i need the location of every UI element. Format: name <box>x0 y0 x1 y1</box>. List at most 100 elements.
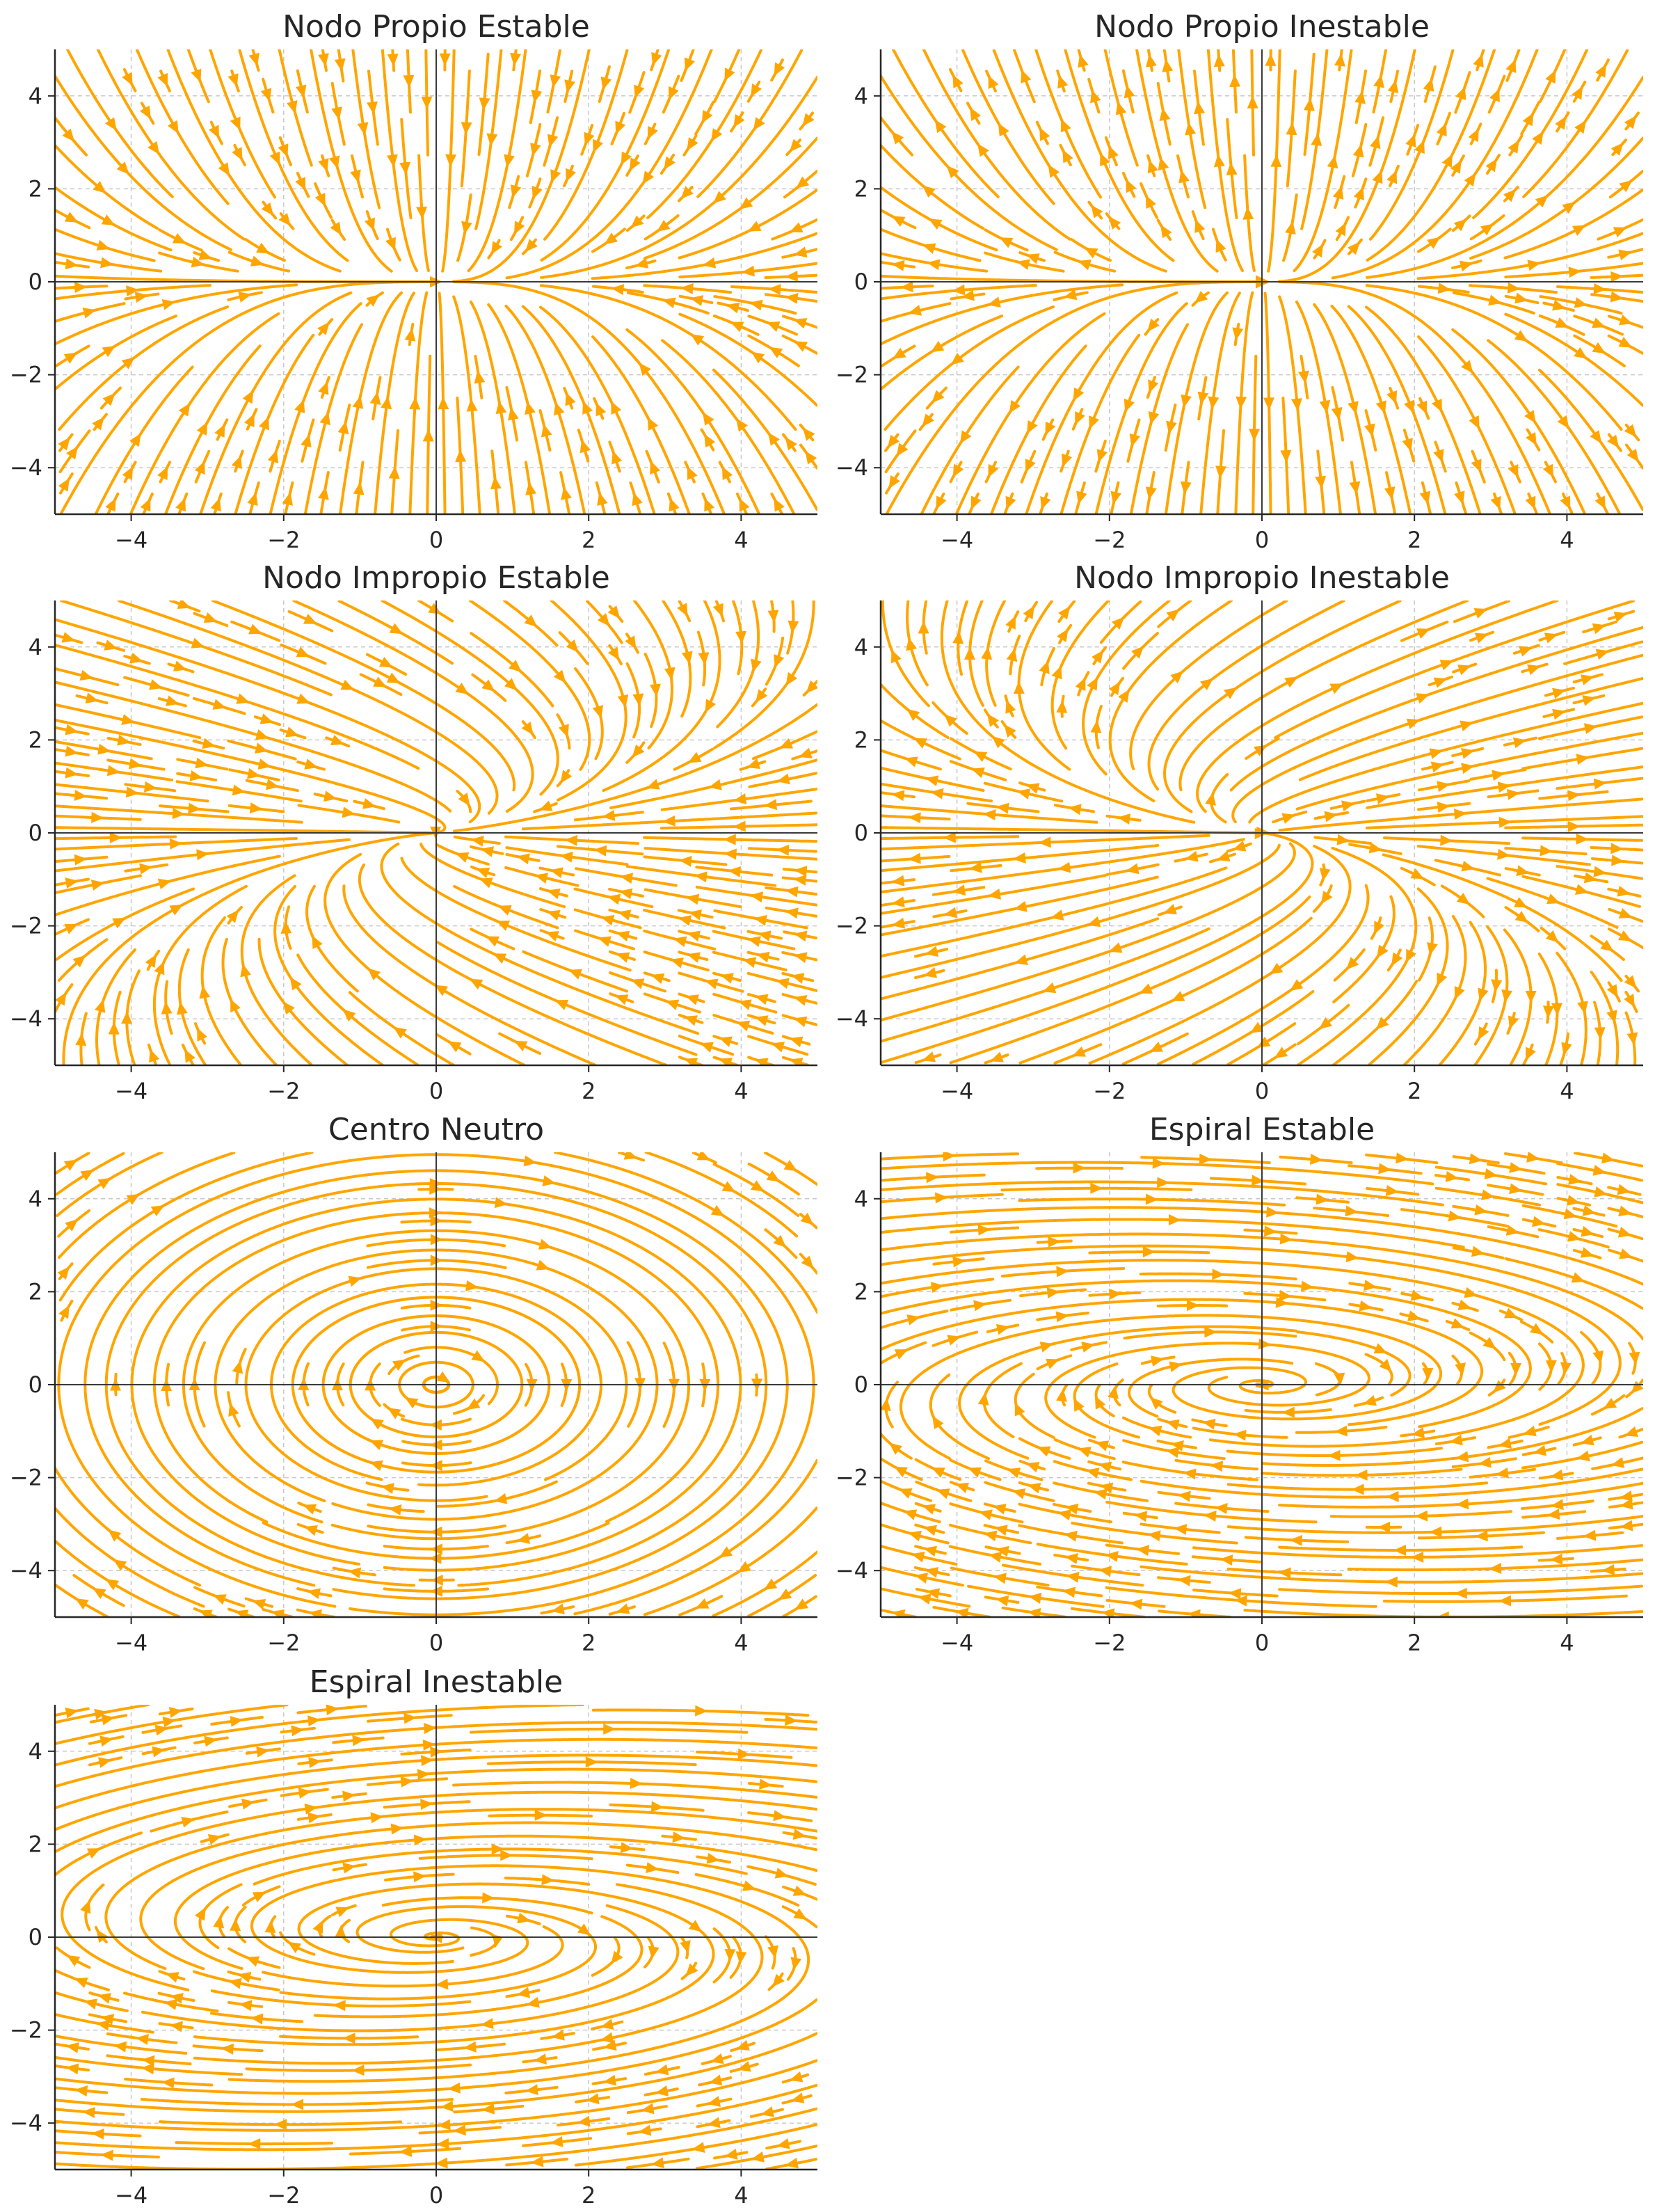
streamline-arrow <box>691 2142 705 2154</box>
panel-title: Nodo Propio Inestable <box>1094 9 1430 45</box>
streamline-arrow <box>140 498 151 512</box>
streamline-arrow <box>952 884 966 896</box>
streamline-arrow <box>1105 1550 1119 1562</box>
streamline-arrow <box>353 482 365 495</box>
streamline-arrow <box>737 2061 751 2072</box>
streamline-arrow <box>188 802 201 814</box>
streamline-arrow <box>598 936 611 947</box>
streamline-arrow <box>705 978 719 989</box>
streamline-arrow <box>97 1993 112 2004</box>
streamline-arrow <box>493 953 507 964</box>
streamline-arrow <box>665 999 680 1010</box>
streamline-arrow <box>1375 400 1386 414</box>
streamline-arrow <box>1568 266 1582 278</box>
streamline-arrow <box>373 676 387 687</box>
streamline-arrow <box>1014 1402 1025 1417</box>
streamline-arrow <box>790 1957 802 1971</box>
streamline-arrow <box>1384 486 1396 500</box>
streamline-arrow <box>1563 1208 1577 1220</box>
streamline-arrow <box>751 83 762 97</box>
streamline-arrow <box>936 495 947 510</box>
streamline-arrow <box>1051 665 1062 680</box>
streamline-arrow <box>1170 671 1184 684</box>
streamline-arrow <box>514 221 525 235</box>
streamline-arrow <box>1482 1337 1496 1349</box>
streamline-arrow <box>497 905 512 916</box>
streamline-arrow <box>550 867 563 879</box>
streamline-arrow <box>1111 616 1125 630</box>
streamline-arrow <box>670 957 684 969</box>
streamline-arrow <box>1062 149 1073 164</box>
streamline-arrow <box>999 237 1014 248</box>
streamline-arrow <box>1501 989 1513 1003</box>
x-tick-label: −2 <box>267 527 300 553</box>
streamline-arrow <box>369 391 381 405</box>
streamline-arrow <box>517 1912 531 1924</box>
streamline-arrow <box>1202 1418 1216 1430</box>
y-tick-label: 0 <box>854 269 868 295</box>
streamline-arrow <box>264 1920 276 1933</box>
streamline-arrow <box>387 154 398 168</box>
streamline-arrow <box>1204 1326 1217 1338</box>
streamline-arrow <box>121 714 135 725</box>
streamline-arrow <box>1473 54 1484 67</box>
streamline-arrow <box>1064 1530 1078 1542</box>
streamline-arrow <box>926 1588 941 1600</box>
streamline-arrow <box>1197 391 1209 405</box>
streamline-arrow <box>793 318 808 329</box>
streamline-arrow <box>1453 809 1467 820</box>
streamline-arrow <box>1016 788 1031 799</box>
streamline-arrow <box>630 1777 643 1789</box>
streamline-arrow <box>1055 1311 1069 1323</box>
streamline-arrow <box>1430 761 1445 773</box>
y-tick-label: 0 <box>29 269 42 295</box>
streamline-arrow <box>470 836 484 847</box>
streamline-arrow <box>422 429 434 442</box>
streamline-arrow <box>1076 491 1087 504</box>
streamline-arrow <box>91 2128 104 2140</box>
streamline-arrow <box>611 450 623 465</box>
streamline-arrow <box>1546 893 1560 905</box>
streamline-arrow <box>129 758 143 770</box>
streamline-arrow <box>620 1842 634 1854</box>
streamline-arrow <box>113 1559 127 1571</box>
streamline <box>881 1259 1585 1448</box>
streamline-arrow <box>793 1908 807 1920</box>
streamline-arrow <box>334 58 346 72</box>
streamline-arrow <box>248 52 259 67</box>
streamline-arrow <box>106 765 120 777</box>
streamline-arrow <box>1332 186 1344 200</box>
streamline-arrow <box>342 2032 355 2044</box>
streamline-arrow <box>908 852 921 864</box>
streamline-arrow <box>604 232 618 245</box>
streamline-arrow <box>646 1862 659 1873</box>
streamline-arrow <box>749 299 763 311</box>
streamline-arrow <box>494 1197 508 1209</box>
streamline-arrow <box>1025 459 1036 472</box>
streamline-arrow <box>908 305 922 316</box>
streamline-arrow <box>772 1973 785 1987</box>
streamline-arrow <box>149 1049 160 1063</box>
streamline-arrow <box>1158 157 1169 171</box>
streamline-arrow <box>1429 748 1443 759</box>
streamline-arrow <box>759 1779 772 1790</box>
streamline-arrow <box>914 1573 929 1584</box>
streamline-arrow <box>1232 841 1247 852</box>
streamline-arrow <box>455 449 467 463</box>
streamline-arrow <box>1057 628 1069 643</box>
streamline-arrow <box>1188 1609 1201 1617</box>
streamline-arrow <box>166 695 179 706</box>
streamline-arrow <box>80 1900 91 1914</box>
streamline-arrow <box>1346 957 1359 970</box>
streamline-arrow <box>104 117 117 131</box>
streamline-arrow <box>75 1033 87 1047</box>
streamline-arrow <box>1252 1175 1265 1186</box>
streamline-arrow <box>1619 315 1633 326</box>
streamline-arrow <box>434 985 449 996</box>
streamline-arrow <box>1574 120 1586 134</box>
streamline-arrow <box>196 422 208 436</box>
streamline-arrow <box>91 811 104 823</box>
streamline-arrow <box>566 168 576 182</box>
streamline-arrow <box>351 2064 365 2076</box>
streamline-arrow <box>1046 1358 1060 1369</box>
